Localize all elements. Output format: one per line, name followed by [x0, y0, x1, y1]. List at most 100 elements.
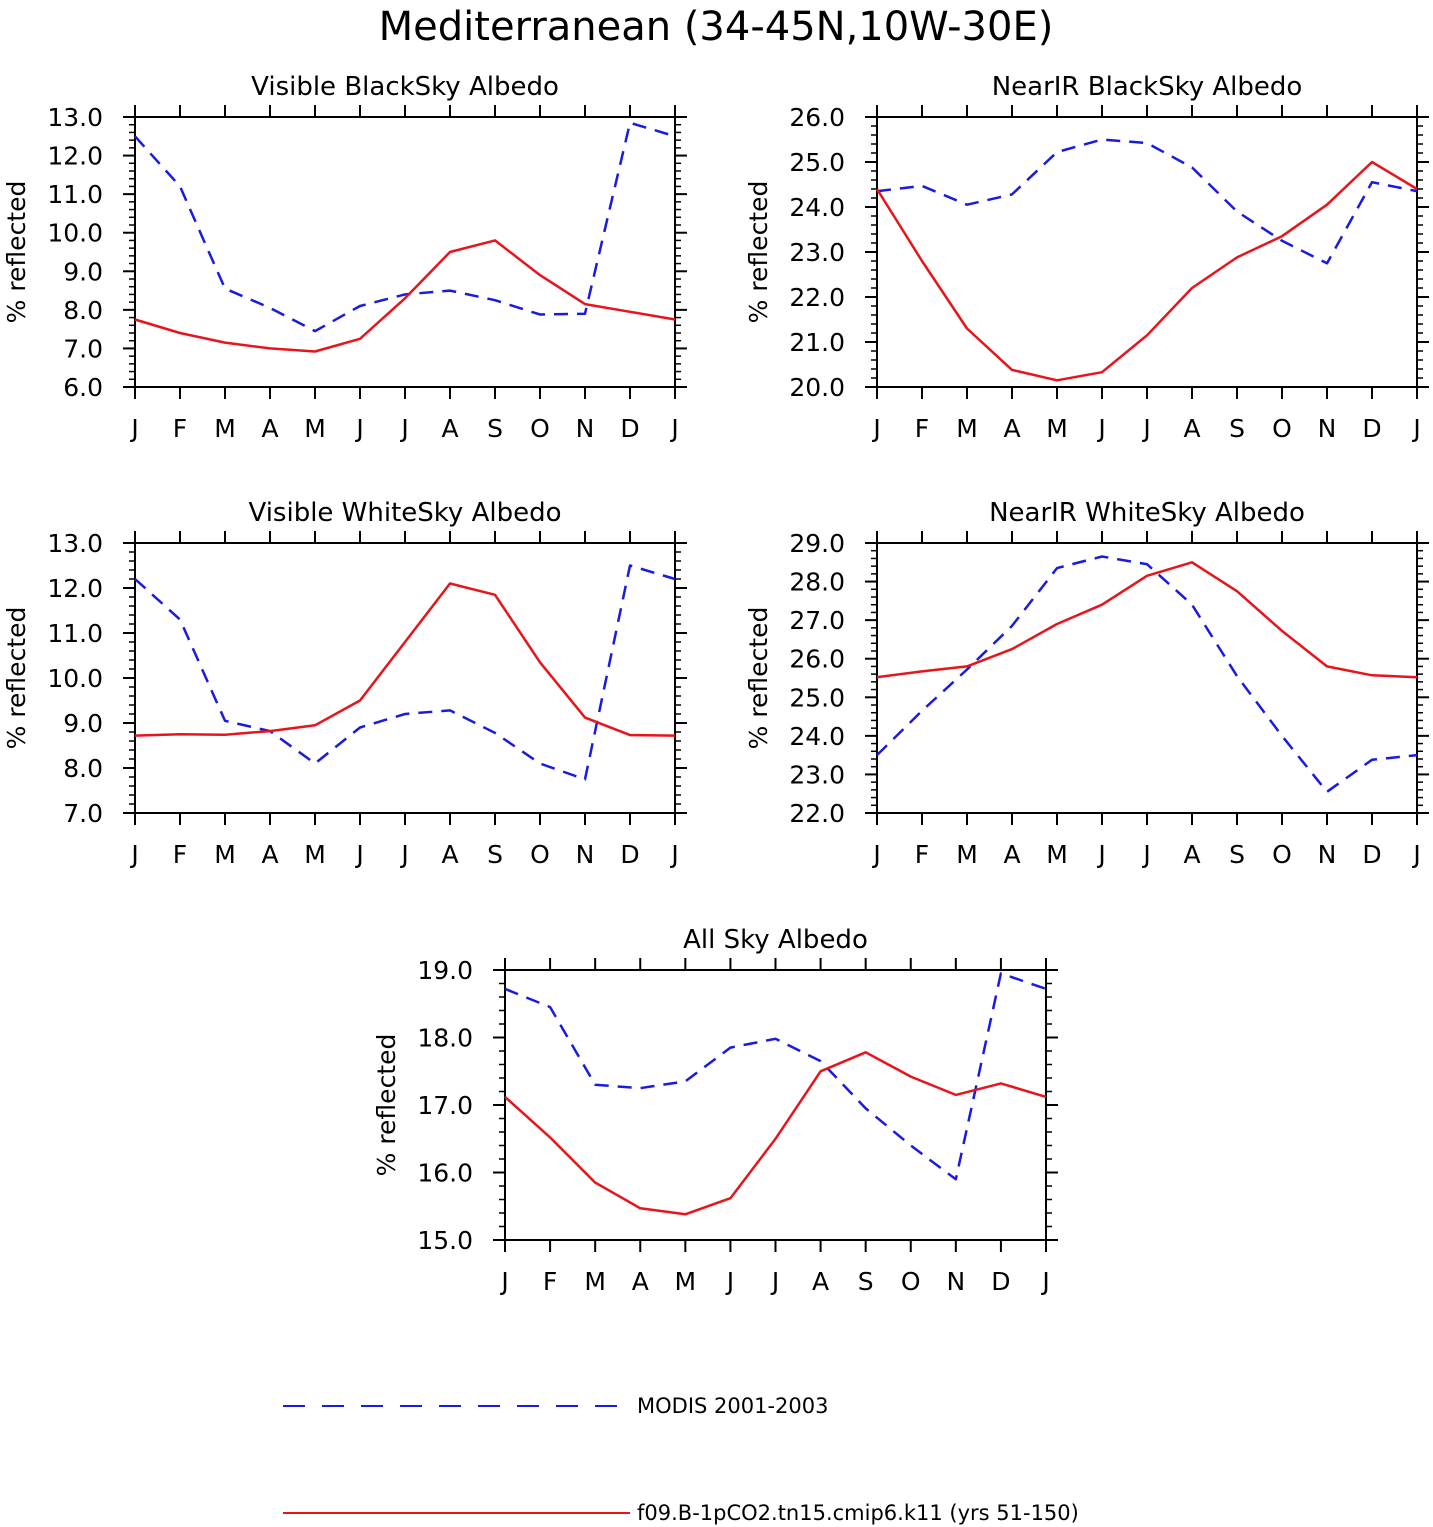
plot-frame: [134, 542, 676, 814]
y-tick-label: 12.0: [47, 574, 103, 603]
x-tick-label: J: [725, 1267, 734, 1296]
x-tick-label: M: [214, 414, 236, 443]
x-tick-label: A: [261, 840, 278, 869]
x-tick-label: O: [1272, 840, 1292, 869]
y-tick-label: 7.0: [63, 799, 103, 828]
x-tick-label: J: [399, 840, 408, 869]
y-axis-label: % reflected: [744, 607, 773, 750]
y-tick-label: 12.0: [47, 142, 103, 171]
x-tick-label: J: [129, 414, 138, 443]
y-tick-label: 19.0: [417, 956, 473, 985]
chart-panel-4: J F M A M J J A S O N D J22.023.024.025.026.027.028.…: [744, 498, 1429, 869]
series-line-modis: [134, 121, 676, 333]
x-tick-label: D: [991, 1267, 1010, 1296]
legend-model-label: f09.B-1pCO2.tn15.cmip6.k11 (yrs 51-150): [637, 1501, 1079, 1525]
y-tick-label: 22.0: [789, 283, 845, 312]
x-tick-label: O: [530, 414, 550, 443]
plot-frame: [134, 116, 676, 388]
y-tick-label: 7.0: [63, 334, 103, 363]
chart-panel-3: J F M A M J J A S O N D J7.08.09.010.011.012.013.0Vi…: [2, 498, 687, 869]
y-tick-label: 13.0: [47, 529, 103, 558]
y-tick-label: 11.0: [47, 619, 103, 648]
y-tick-label: 25.0: [789, 683, 845, 712]
x-tick-label: M: [675, 1267, 697, 1296]
legend-obs-label: MODIS 2001-2003: [637, 1394, 828, 1418]
x-tick-label: A: [441, 414, 458, 443]
y-tick-label: 10.0: [47, 219, 103, 248]
y-tick-label: 24.0: [789, 193, 845, 222]
y-tick-label: 26.0: [789, 645, 845, 674]
x-tick-label: S: [1229, 414, 1245, 443]
chart-panels: J F M A M J J A S O N D J6.07.08.09.010.011.012.013.…: [2, 72, 1429, 1296]
y-tick-label: 10.0: [47, 664, 103, 693]
chart-title: Visible WhiteSky Albedo: [248, 498, 561, 528]
y-tick-label: 24.0: [789, 722, 845, 751]
x-tick-label: J: [770, 1267, 779, 1296]
series-line-model: [504, 1051, 1047, 1216]
x-tick-label: M: [1046, 840, 1068, 869]
x-tick-label: J: [1040, 1267, 1049, 1296]
x-tick-label: A: [632, 1267, 649, 1296]
x-tick-label: J: [1411, 414, 1420, 443]
y-tick-label: 11.0: [47, 180, 103, 209]
x-tick-label: A: [1183, 840, 1200, 869]
series-line-modis: [876, 138, 1418, 265]
x-tick-label: A: [261, 414, 278, 443]
x-tick-label: F: [173, 414, 187, 443]
x-tick-label: F: [915, 414, 929, 443]
x-tick-label: J: [354, 414, 363, 443]
y-tick-label: 13.0: [47, 103, 103, 132]
x-tick-label: J: [669, 840, 678, 869]
plot-frame: [876, 116, 1418, 388]
series-line-model: [875, 160, 1418, 382]
y-tick-label: 17.0: [417, 1091, 473, 1120]
plot-frame: [876, 542, 1418, 814]
y-axis-label: % reflected: [372, 1034, 401, 1177]
y-tick-label: 22.0: [789, 799, 845, 828]
x-tick-label: D: [620, 840, 639, 869]
series-line-model: [134, 582, 676, 737]
x-tick-label: N: [576, 414, 595, 443]
x-tick-label: M: [956, 414, 978, 443]
x-tick-label: J: [1096, 414, 1105, 443]
x-tick-label: N: [1318, 840, 1337, 869]
x-tick-label: J: [129, 840, 138, 869]
y-tick-label: 6.0: [63, 373, 103, 402]
x-tick-label: M: [956, 840, 978, 869]
y-tick-label: 27.0: [789, 606, 845, 635]
x-tick-label: M: [1046, 414, 1068, 443]
chart-title: NearIR WhiteSky Albedo: [989, 498, 1305, 528]
chart-title: NearIR BlackSky Albedo: [992, 72, 1303, 102]
x-tick-label: M: [584, 1267, 606, 1296]
x-tick-label: J: [1141, 414, 1150, 443]
x-tick-label: A: [1183, 414, 1200, 443]
x-tick-label: J: [1141, 840, 1150, 869]
x-tick-label: N: [1318, 414, 1337, 443]
x-tick-label: J: [669, 414, 678, 443]
x-tick-label: J: [354, 840, 363, 869]
x-tick-label: S: [487, 414, 503, 443]
series-line-modis: [134, 564, 676, 781]
y-tick-label: 9.0: [63, 257, 103, 286]
y-tick-label: 21.0: [789, 328, 845, 357]
chart-panel-2: J F M A M J J A S O N D J20.021.022.023.024.025.026.…: [744, 72, 1429, 443]
y-axis-label: % reflected: [2, 607, 31, 750]
chart-panel-1: J F M A M J J A S O N D J6.07.08.09.010.011.012.013.…: [2, 72, 687, 443]
x-tick-label: A: [441, 840, 458, 869]
y-tick-label: 23.0: [789, 760, 845, 789]
x-tick-label: O: [1272, 414, 1292, 443]
x-tick-label: A: [1003, 840, 1020, 869]
chart-title: Visible BlackSky Albedo: [251, 72, 559, 102]
y-tick-label: 16.0: [417, 1159, 473, 1188]
x-tick-label: F: [173, 840, 187, 869]
y-tick-label: 25.0: [789, 148, 845, 177]
y-tick-label: 20.0: [789, 373, 845, 402]
y-axis-label: % reflected: [744, 181, 773, 324]
x-tick-label: O: [530, 840, 550, 869]
y-tick-label: 9.0: [63, 709, 103, 738]
x-tick-label: F: [543, 1267, 557, 1296]
y-tick-label: 28.0: [789, 568, 845, 597]
y-tick-label: 15.0: [417, 1226, 473, 1255]
x-tick-label: A: [812, 1267, 829, 1296]
